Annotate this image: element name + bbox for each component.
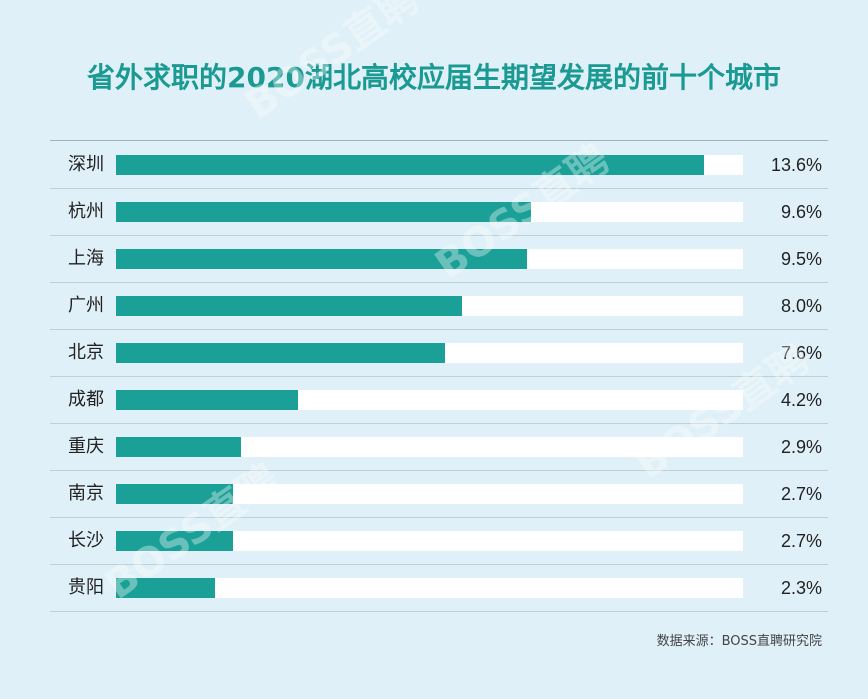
value-label: 2.7% xyxy=(780,530,822,551)
category-label: 深圳 xyxy=(68,153,104,175)
value-label: 2.9% xyxy=(780,436,822,457)
bar xyxy=(116,530,233,551)
category-label: 成都 xyxy=(68,388,104,410)
value-label: 2.3% xyxy=(780,577,822,598)
category-label: 南京 xyxy=(68,482,104,504)
row-divider xyxy=(50,564,828,565)
category-label: 重庆 xyxy=(68,435,104,457)
value-label: 8.0% xyxy=(780,295,822,316)
category-label: 长沙 xyxy=(68,529,104,551)
row-divider xyxy=(50,329,828,330)
bar xyxy=(116,154,705,175)
value-label: 13.6% xyxy=(770,154,822,175)
bar xyxy=(116,389,298,410)
category-label: 北京 xyxy=(68,341,104,363)
bar xyxy=(116,436,242,457)
bar-track xyxy=(116,201,743,222)
value-label: 7.6% xyxy=(780,342,822,363)
bar xyxy=(116,201,532,222)
bar xyxy=(116,577,216,598)
bar-track xyxy=(116,577,743,598)
row-divider xyxy=(50,235,828,236)
value-label: 9.5% xyxy=(780,248,822,269)
row-divider xyxy=(50,376,828,377)
row-divider xyxy=(50,282,828,283)
row-divider xyxy=(50,611,828,612)
bar xyxy=(116,342,445,363)
bar xyxy=(116,295,462,316)
value-label: 4.2% xyxy=(780,389,822,410)
bar-track xyxy=(116,530,743,551)
category-label: 上海 xyxy=(68,247,104,269)
bar-track xyxy=(116,483,743,504)
row-divider xyxy=(50,517,828,518)
row-divider xyxy=(50,423,828,424)
data-source: 数据来源：BOSS直聘研究院 xyxy=(656,634,822,649)
bar-track xyxy=(116,342,743,363)
bar-track xyxy=(116,154,743,175)
category-label: 贵阳 xyxy=(68,576,104,598)
value-label: 2.7% xyxy=(780,483,822,504)
bar xyxy=(116,483,233,504)
bar-track xyxy=(116,295,743,316)
category-label: 杭州 xyxy=(68,200,104,222)
chart-title: 省外求职的2020湖北高校应届生期望发展的前十个城市 xyxy=(87,61,781,94)
bar-track xyxy=(116,248,743,269)
bar-track xyxy=(116,389,743,410)
top-rule xyxy=(50,140,828,141)
bar-track xyxy=(116,436,743,457)
row-divider xyxy=(50,188,828,189)
category-label: 广州 xyxy=(68,294,104,316)
value-label: 9.6% xyxy=(780,201,822,222)
row-divider xyxy=(50,470,828,471)
bar xyxy=(116,248,527,269)
